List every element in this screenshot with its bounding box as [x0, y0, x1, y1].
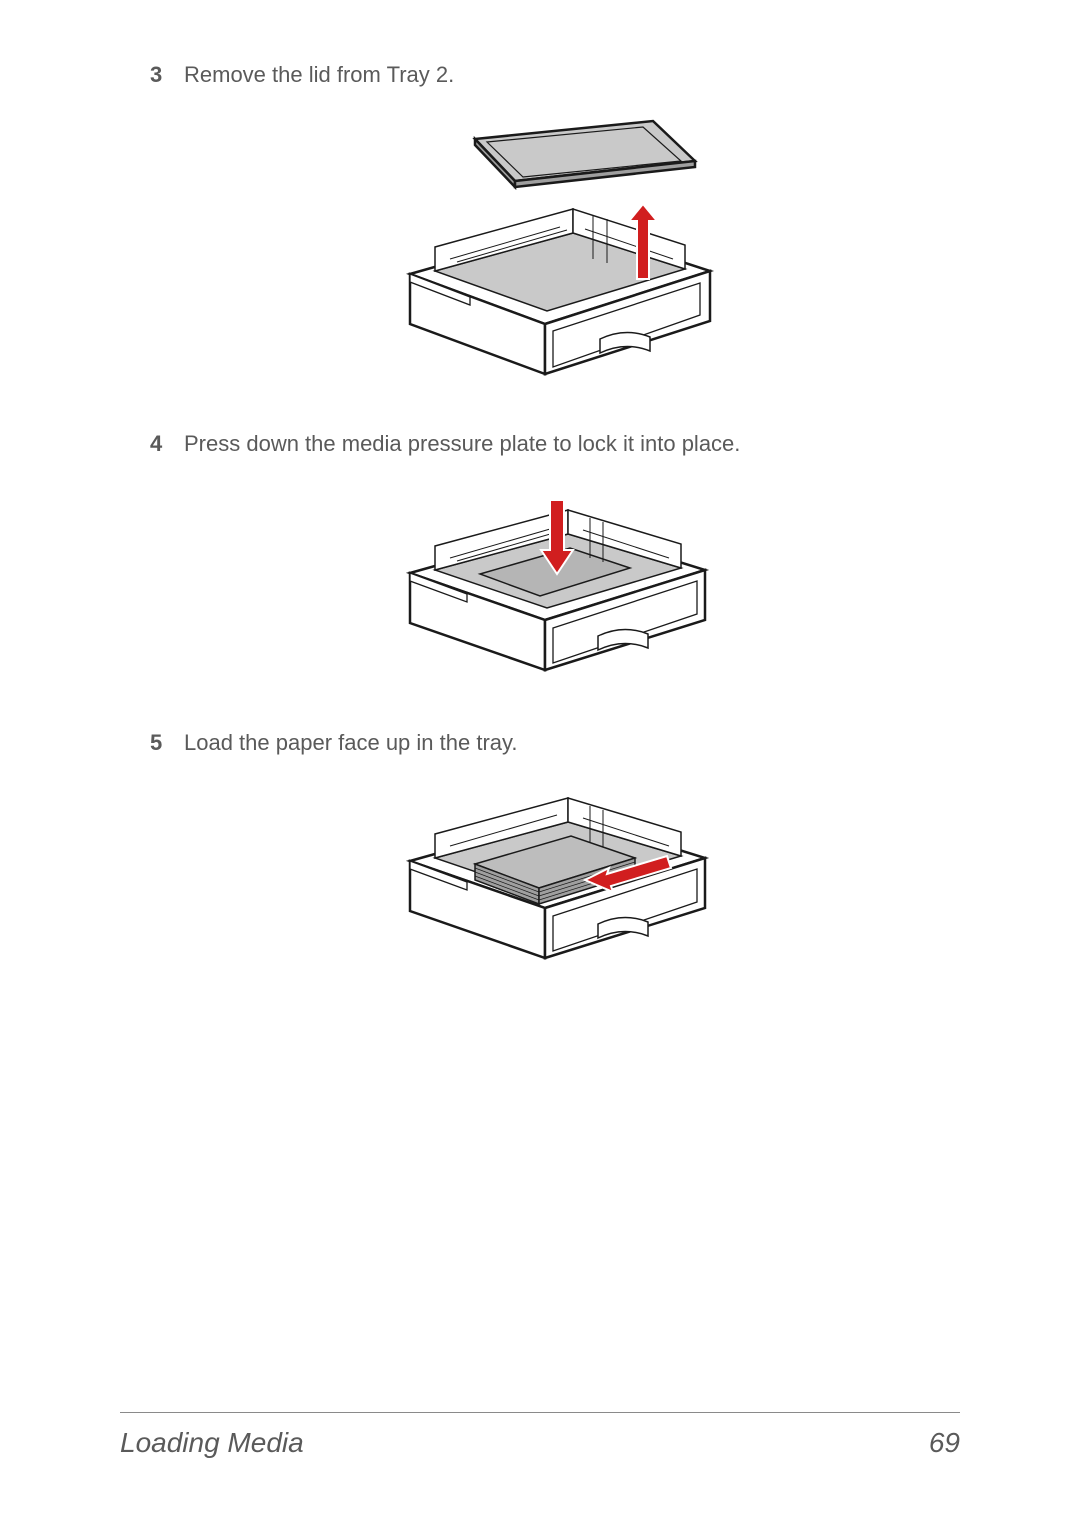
step-3: 3 Remove the lid from Tray 2. — [150, 60, 960, 91]
step-5-number: 5 — [150, 728, 184, 759]
figure-press-plate — [150, 478, 960, 688]
step-3-number: 3 — [150, 60, 184, 91]
step-4-number: 4 — [150, 429, 184, 460]
step-3-text: Remove the lid from Tray 2. — [184, 60, 960, 91]
figure-load-paper — [150, 776, 960, 986]
tray-lid-icon — [475, 121, 695, 187]
tray-body-icon — [410, 798, 705, 958]
figure-remove-lid — [150, 109, 960, 389]
tray-body-icon — [410, 209, 710, 374]
page-content: 3 Remove the lid from Tray 2. — [0, 0, 1080, 986]
step-5: 5 Load the paper face up in the tray. — [150, 728, 960, 759]
page-footer: Loading Media 69 — [120, 1412, 960, 1459]
footer-title: Loading Media — [120, 1427, 304, 1459]
footer-page-number: 69 — [929, 1427, 960, 1459]
step-4-text: Press down the media pressure plate to l… — [184, 429, 960, 460]
step-5-text: Load the paper face up in the tray. — [184, 728, 960, 759]
step-4: 4 Press down the media pressure plate to… — [150, 429, 960, 460]
